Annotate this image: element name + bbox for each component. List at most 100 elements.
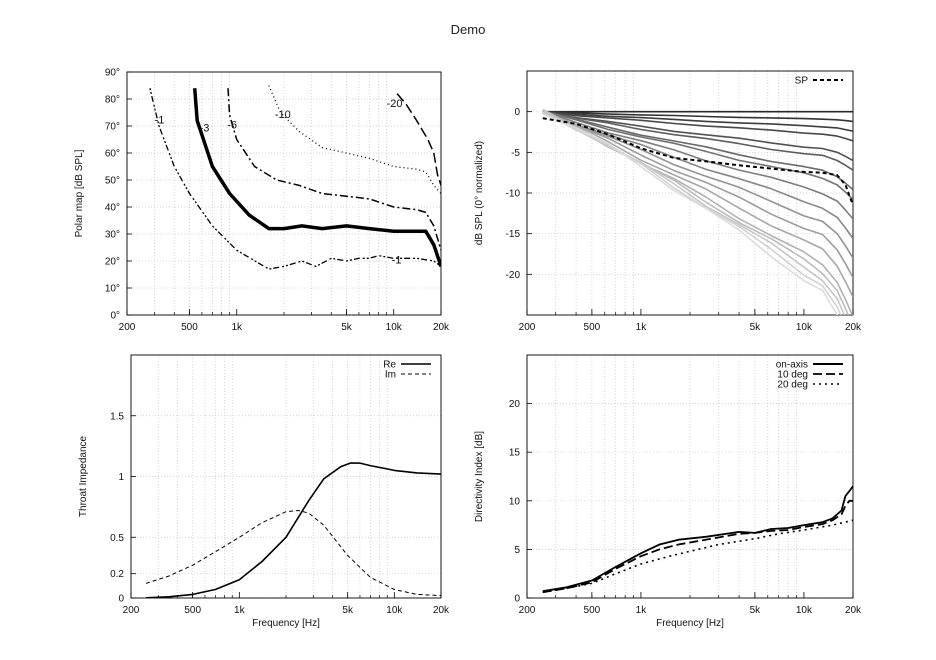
chart-polar-map: 0° 10° 20° 30° 40° 50° 60° 70° 80° 90° 200 500 1k 5k 1… — [74, 68, 450, 334]
off-axis-curve — [542, 110, 853, 315]
x-tick-label: 20k — [433, 605, 450, 616]
series-10 deg — [542, 499, 853, 594]
contour-label: -1 — [155, 114, 165, 126]
series-Re — [145, 462, 441, 598]
x-tick-label: 1k — [636, 605, 648, 616]
off-axis-curve — [542, 110, 853, 201]
y-tick-label: 20° — [105, 257, 120, 268]
series--10 — [268, 85, 441, 194]
y-tick-label: 60° — [105, 149, 120, 160]
y-tick-label: 5 — [514, 545, 520, 556]
off-axis-curve — [542, 111, 853, 259]
off-axis-curve — [542, 110, 853, 123]
off-axis-curve — [542, 112, 853, 278]
x-tick-label: 200 — [519, 605, 536, 616]
x-tick-label: 1k — [231, 322, 243, 333]
x-tick-label: 20k — [845, 322, 862, 333]
plot-frame — [526, 354, 854, 599]
series-20 deg — [542, 519, 853, 593]
x-tick-label: 500 — [584, 605, 601, 616]
plot-frame — [526, 70, 854, 316]
y-tick-label: 10° — [105, 284, 120, 295]
legend-label: 20 deg — [777, 380, 808, 391]
y-tick-label: 50° — [105, 176, 120, 187]
off-axis-curve — [542, 111, 853, 171]
y-axis-label: dB SPL (0° normalized) — [474, 141, 485, 245]
series--3 — [192, 88, 441, 267]
y-tick-label: -10 — [506, 189, 521, 200]
x-tick-label: 5k — [750, 605, 762, 616]
contour-label: -10 — [275, 109, 291, 121]
y-tick-label: -15 — [506, 229, 521, 240]
x-tick-label: 10k — [386, 605, 403, 616]
off-axis-curve — [542, 111, 853, 162]
y-tick-label: 1.5 — [110, 411, 124, 422]
y-axis-label: Directivity Index [dB] — [474, 431, 485, 522]
x-tick-label: 500 — [184, 605, 201, 616]
y-tick-label: 0° — [110, 311, 120, 322]
y-axis-label: Polar map [dB SPL] — [74, 149, 85, 237]
series--20 — [396, 93, 441, 186]
series--1 — [149, 88, 441, 270]
y-tick-label: 70° — [105, 122, 120, 133]
off-axis-curve — [542, 108, 850, 315]
off-axis-curve — [542, 111, 842, 315]
x-tick-label: 10k — [796, 322, 813, 333]
x-tick-label: 5k — [341, 322, 353, 333]
chart-spl-normalized: 0 -5 -10 -15 -20 200 500 1k 5k 10k 20k dB SPL (0° n… — [474, 70, 862, 333]
x-tick-label: 200 — [519, 322, 536, 333]
legend-label: SP — [795, 76, 809, 87]
contour-label: -6 — [227, 120, 237, 132]
y-tick-label: 0 — [118, 594, 124, 605]
figure-title: Demo — [450, 22, 486, 37]
legend-label: Re — [383, 360, 396, 371]
series-Im — [145, 510, 441, 597]
x-axis-label: Frequency [Hz] — [252, 618, 320, 629]
x-axis-label: Frequency [Hz] — [656, 618, 724, 629]
chart-throat-impedance: 0 0.2 0.5 1 1.5 200 500 1k 5k 10k 20k Frequency [Hz… — [78, 354, 450, 629]
plot-frame — [126, 71, 442, 316]
off-axis-curve — [542, 113, 839, 315]
contour-label: -3 — [200, 122, 210, 134]
off-axis-curve — [542, 110, 853, 132]
y-tick-label: 0.5 — [110, 533, 124, 544]
x-tick-label: 5k — [750, 322, 762, 333]
y-tick-label: 15 — [509, 448, 521, 459]
off-axis-curve — [542, 110, 853, 239]
off-axis-curve — [542, 111, 853, 191]
y-tick-label: 30° — [105, 230, 120, 241]
series--6 — [227, 88, 441, 251]
x-tick-label: 500 — [584, 322, 601, 333]
off-axis-curve — [542, 109, 846, 315]
y-tick-label: -5 — [511, 148, 520, 159]
y-tick-label: 0 — [514, 594, 520, 605]
contour-label: -20 — [387, 98, 403, 110]
off-axis-curve — [542, 110, 853, 142]
x-tick-label: 500 — [181, 322, 198, 333]
contour-label: -1 — [392, 255, 402, 267]
y-tick-label: 20 — [509, 399, 521, 410]
y-tick-label: 1 — [118, 472, 124, 483]
x-tick-label: 200 — [119, 322, 136, 333]
y-axis-label: Throat Impedance — [78, 435, 89, 517]
x-tick-label: 1k — [636, 322, 648, 333]
x-tick-label: 20k — [433, 322, 450, 333]
plot-frame — [130, 354, 442, 599]
legend-label: 10 deg — [777, 370, 808, 381]
y-tick-label: 10 — [509, 496, 521, 507]
off-axis-curve — [542, 111, 853, 298]
y-tick-label: 0 — [514, 107, 520, 118]
x-tick-label: 5k — [342, 605, 354, 616]
y-tick-label: 40° — [105, 203, 120, 214]
x-tick-label: 1k — [234, 605, 246, 616]
y-tick-label: 90° — [105, 68, 120, 79]
legend-label: on-axis — [776, 360, 808, 371]
y-tick-label: -20 — [506, 270, 521, 281]
y-tick-label: 80° — [105, 95, 120, 106]
series-on-axis — [542, 485, 853, 593]
x-tick-label: 20k — [845, 605, 862, 616]
x-tick-label: 200 — [123, 605, 140, 616]
x-tick-label: 10k — [386, 322, 403, 333]
